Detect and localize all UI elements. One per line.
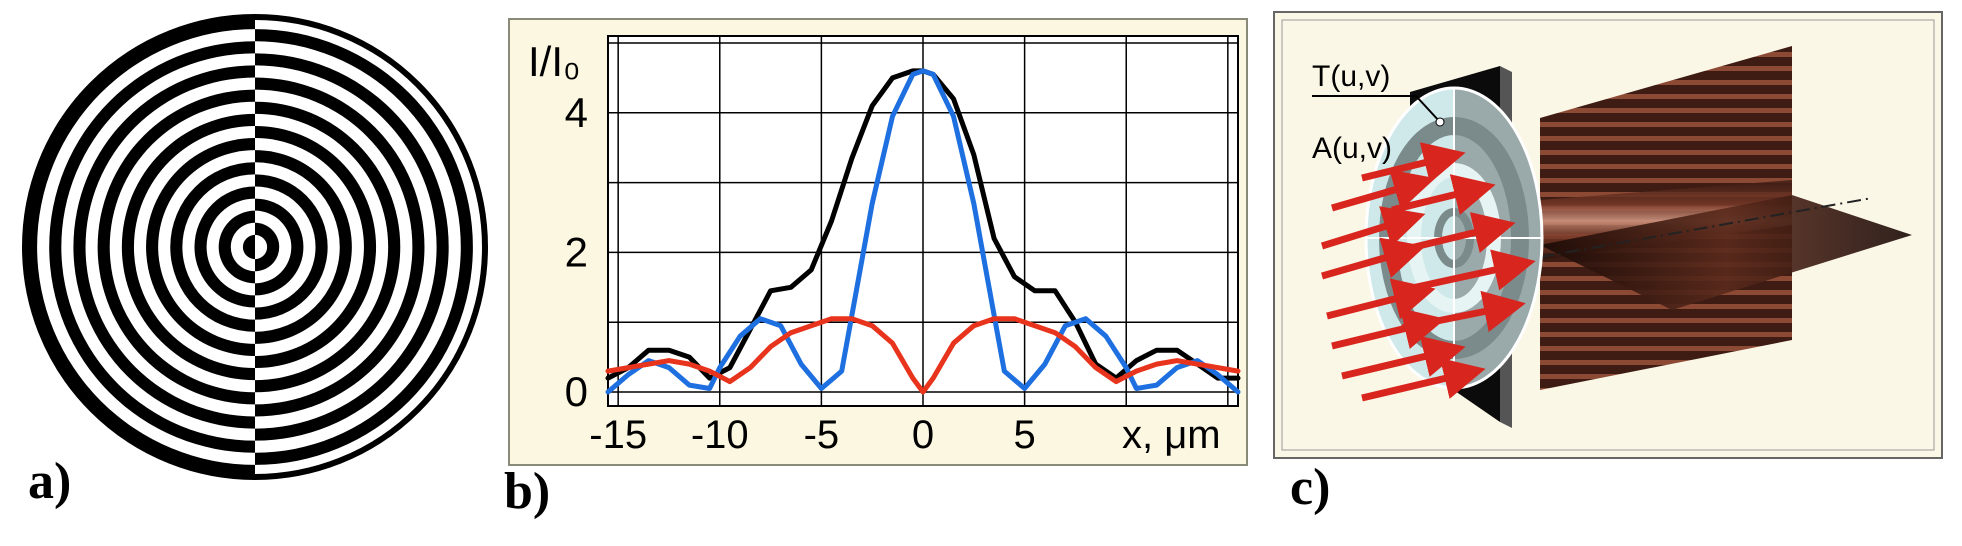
- x-tick-label: -10: [691, 413, 749, 457]
- x-tick-label: 0: [912, 413, 934, 457]
- y-tick-label: 0: [565, 368, 588, 415]
- intensity-chart: -15 -10 -5 0 5 0 2 4 I/I₀ x, μm: [508, 18, 1248, 466]
- focusing-schematic: T(u,v) A(u,v): [1273, 11, 1943, 459]
- x-tick-label: 5: [1013, 413, 1035, 457]
- panel-label-a: a): [28, 453, 72, 510]
- transmission-label: T(u,v): [1312, 60, 1390, 93]
- x-tick-label: -15: [589, 413, 647, 457]
- zone-ring: [255, 234, 268, 260]
- panel-label-c: c): [1290, 459, 1331, 516]
- chart-series: [605, 68, 1241, 395]
- zone-ring: [242, 234, 255, 260]
- x-tick-label: -5: [804, 413, 840, 457]
- chart-grid: [608, 36, 1238, 406]
- y-tick-label: 2: [565, 228, 588, 275]
- chart-tick-labels: -15 -10 -5 0 5 0 2 4: [565, 89, 1036, 457]
- beam-horizontal-plane: [1540, 195, 1912, 310]
- x-axis-label: x, μm: [1122, 413, 1221, 457]
- zone-plate-outline: [22, 14, 488, 480]
- series-line-2: [605, 316, 1241, 395]
- transmission-leader: [1312, 95, 1441, 123]
- incident-beam-arrows: [1320, 142, 1536, 402]
- panel-label-b: b): [504, 463, 551, 520]
- y-axis-label: I/I₀: [528, 38, 580, 85]
- y-tick-label: 4: [565, 89, 588, 136]
- aperture-label: A(u,v): [1312, 132, 1392, 165]
- zone-plate-figure: [22, 14, 488, 480]
